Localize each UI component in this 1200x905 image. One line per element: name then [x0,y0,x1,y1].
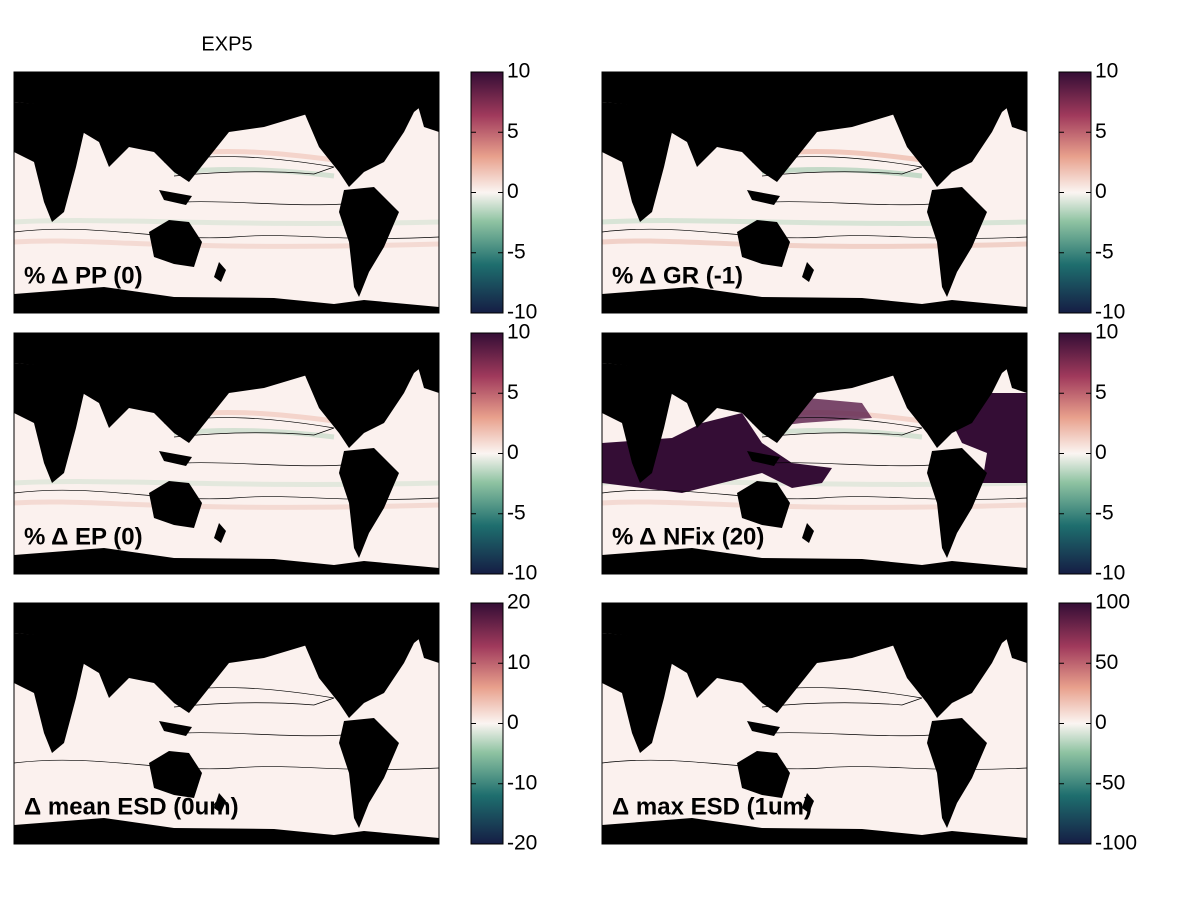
colorbar-tick-label: -5 [507,240,526,263]
colorbar: -10 -5 0 5 10 [1058,60,1125,324]
anomaly-region [602,413,832,493]
colorbar-tick-label: 0 [1095,441,1107,464]
panel-label: % Δ NFix (20) [612,523,764,550]
colorbar-fill [470,71,504,314]
panel-label: % Δ EP (0) [24,523,143,550]
colorbar-tick-label: 0 [1095,711,1107,734]
panel-frame [601,602,1028,845]
colorbar-tick-label: -50 [1095,771,1125,794]
panel-frame [13,332,440,575]
panel-frame [13,602,440,845]
panel-label: % Δ PP (0) [24,262,143,289]
colorbar-tick-label: 10 [1095,60,1118,83]
panel-label: Δ mean ESD (0um) [24,793,239,820]
colorbar-tick-label: -10 [507,771,537,794]
colorbar: -10 -5 0 5 10 [470,60,537,324]
colorbar-fill [470,602,504,845]
colorbar-tick-label: 0 [507,180,519,203]
colorbar-tick-label: -20 [507,832,537,855]
colorbar-tick-label: -5 [1095,240,1114,263]
colorbar-tick-label: 100 [1095,591,1130,614]
colorbar-tick-label: -5 [507,501,526,524]
colorbar: -20 -10 0 10 20 [470,591,537,855]
colorbar-tick-label: 5 [507,120,519,143]
map-panel: Δ max ESD (1um) [601,602,1028,845]
colorbar-tick-label: 10 [507,321,530,344]
colorbar-tick-label: 0 [507,441,519,464]
colorbar-tick-label: -10 [1095,562,1125,585]
figure-title: EXP5 [201,33,252,55]
colorbar-tick-label: 50 [1095,651,1118,674]
map-panel: % Δ PP (0) [13,71,440,314]
colorbar-fill [1058,602,1092,845]
map-panel: Δ mean ESD (0um) [13,602,440,845]
colorbar-tick-label: -10 [1095,301,1125,324]
colorbar-tick-label: 20 [507,591,530,614]
panel-frame [13,71,440,314]
colorbar-fill [470,332,504,575]
colorbar-fill [1058,71,1092,314]
colorbar-tick-label: 10 [507,60,530,83]
colorbar-tick-label: -5 [1095,501,1114,524]
colorbar-tick-label: 10 [507,651,530,674]
panel-frame [601,71,1028,314]
colorbar: -10 -5 0 5 10 [1058,321,1125,585]
panel-label: % Δ GR (-1) [612,262,743,289]
map-panel: % Δ NFix (20) [601,332,1028,575]
colorbar-tick-label: -100 [1095,832,1137,855]
colorbar-tick-label: 10 [1095,321,1118,344]
map-panel: % Δ GR (-1) [601,71,1028,314]
panel-label: Δ max ESD (1um) [612,793,812,820]
colorbar-fill [1058,332,1092,575]
colorbar-tick-label: 0 [1095,180,1107,203]
colorbar-tick-label: 0 [507,711,519,734]
colorbar-tick-label: 5 [507,381,519,404]
colorbar-tick-label: 5 [1095,120,1107,143]
colorbar-tick-label: 5 [1095,381,1107,404]
colorbar: -10 -5 0 5 10 [470,321,537,585]
colorbar-tick-label: -10 [507,301,537,324]
map-panel: % Δ EP (0) [13,332,440,575]
colorbar: -100 -50 0 50 100 [1058,591,1137,855]
panel-frame [601,332,1028,575]
colorbar-tick-label: -10 [507,562,537,585]
